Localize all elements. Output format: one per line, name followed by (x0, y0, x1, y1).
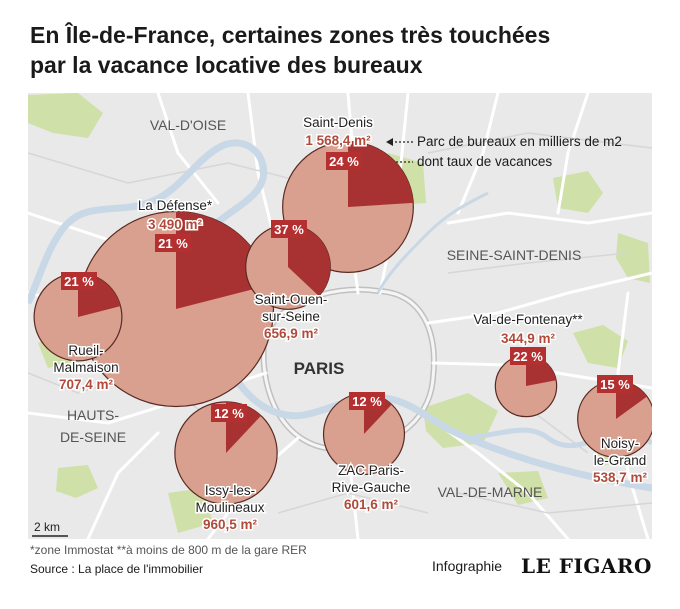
zone-val-de-fontenay: 22 % Val-de-Fontenay** 344,9 m² (472, 311, 585, 418)
map-canvas: VAL-D'OISE SEINE-SAINT-DENIS HAUTS- DE-S… (28, 93, 652, 539)
zone-rate-badge (155, 234, 191, 252)
region-labels: VAL-D'OISE SEINE-SAINT-DENIS HAUTS- DE-S… (60, 117, 581, 500)
zone-surface-label: 1 568,4 m² (305, 133, 371, 148)
zone-surface-label: 707,4 m² (59, 377, 114, 392)
zone-rate-badge (597, 375, 633, 393)
zone-name-label: ZAC Paris- (338, 463, 404, 478)
zone-name-label: Malmaison (53, 360, 118, 375)
zone-name-label: Rive-Gauche (332, 480, 411, 495)
zone-surface-label: 601,6 m² (344, 497, 399, 512)
le-figaro-logo: LE FIGARO (521, 554, 652, 578)
zone-rate-label: 24 % (329, 154, 359, 169)
zone-name-label: Issy-les- (205, 483, 255, 498)
canal (376, 191, 489, 294)
zone-surface-label: 538,7 m² (593, 470, 648, 485)
zone-name-label: Moulineaux (195, 500, 264, 515)
zone-name-label: Rueil- (68, 343, 103, 358)
map: VAL-D'OISE SEINE-SAINT-DENIS HAUTS- DE-S… (28, 93, 652, 539)
footnote: *zone Immostat **à moins de 800 m de la … (30, 543, 307, 557)
zone-name-label: Saint-Ouen- (255, 292, 328, 307)
zone-rate-badge (326, 152, 362, 170)
legend-rate-label: dont taux de vacances (417, 154, 552, 169)
region-label-seine-saint-denis: SEINE-SAINT-DENIS (447, 247, 582, 263)
credit-label: Infographie (432, 558, 503, 574)
zone-zac-paris-rive-gauche: 12 % ZAC Paris- Rive-Gauche 601,6 m² (322, 392, 412, 514)
region-label-hauts-de-seine-2: DE-SEINE (60, 429, 126, 445)
zone-name-label: La Défense* (138, 198, 213, 213)
zone-rate-badge (61, 272, 97, 290)
zone-rate-label: 21 % (158, 236, 188, 251)
zone-surface-label: 3 490 m² (148, 217, 203, 232)
zone-rate-badge (271, 220, 307, 238)
zone-rate-label: 21 % (64, 274, 94, 289)
legend-surface-label: Parc de bureaux en milliers de m2 (417, 134, 622, 149)
zone-vacancy-slice (176, 211, 271, 309)
scale-bar: 2 km (32, 520, 68, 537)
zone-saint-ouen: 37 % Saint-Ouen-sur-Seine 656,9 m² (245, 220, 331, 343)
paris-ring-inner (262, 288, 436, 451)
zone-name-label: Saint-Denis (303, 115, 373, 130)
zone-rueil: 21 % Rueil- Malmaison 707,4 m² (33, 272, 123, 394)
region-label-paris: PARIS (294, 359, 345, 378)
zone-rate-badge (349, 392, 385, 410)
zone-la-defense: 21 % La Défense* 3 490 m² (77, 197, 275, 408)
zone-name-label: Noisy- (601, 436, 639, 451)
source-note: Source : La place de l'immobilier (30, 562, 204, 576)
zone-name-label: Val-de-Fontenay** (473, 312, 583, 327)
zone-rate-label: 37 % (274, 222, 304, 237)
region-label-val-d-oise: VAL-D'OISE (150, 117, 226, 133)
zone-rate-label: 12 % (352, 394, 382, 409)
chart-title: En Île-de-France, certaines zones très t… (30, 20, 660, 80)
zone-vacancy-slice (348, 141, 414, 207)
zone-rate-badge (510, 347, 546, 365)
legend-surface-arrow-icon (386, 138, 393, 146)
zone-issy: 12 % Issy-les- Moulineaux 960,5 m² (174, 401, 278, 534)
zone-surface-label: 656,9 m² (264, 326, 319, 341)
map-legend: Parc de bureaux en milliers de m2 dont t… (383, 134, 622, 169)
zone-rate-label: 22 % (513, 349, 543, 364)
zone-vacancy-slice (288, 224, 331, 296)
region-label-val-de-marne: VAL-DE-MARNE (438, 484, 543, 500)
zone-name-label: sur-Seine (262, 309, 320, 324)
region-label-hauts-de-seine-1: HAUTS- (67, 407, 119, 423)
zone-surface-label: 960,5 m² (203, 517, 258, 532)
title-line-2: par la vacance locative des bureaux (30, 52, 423, 78)
zone-noisy-le-grand: 15 % Noisy-le-Grand 538,7 m² (577, 375, 652, 487)
zone-surface-label: 344,9 m² (501, 331, 556, 346)
zone-name-label: le-Grand (594, 453, 647, 468)
scale-label: 2 km (34, 520, 60, 534)
zone-rate-badge (211, 404, 247, 422)
zone-rate-label: 12 % (214, 406, 244, 421)
zone-markers: 24 % Saint-Denis 1 568,4 m² 21 % La Défense*… (33, 114, 652, 534)
title-line-1: En Île-de-France, certaines zones très t… (30, 22, 551, 48)
zone-rate-label: 15 % (600, 377, 630, 392)
